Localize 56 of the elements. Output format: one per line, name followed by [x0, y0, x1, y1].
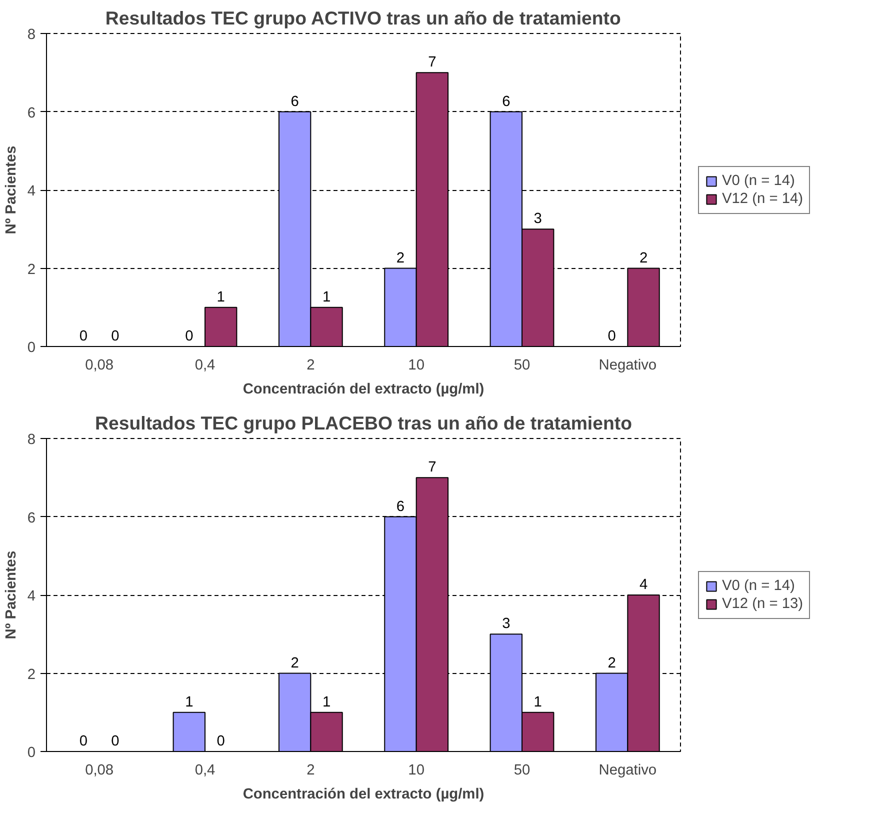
data-label: 0	[608, 328, 616, 344]
x-tick-label: 2	[306, 762, 315, 778]
y-tick-label: 6	[27, 105, 36, 122]
y-axis-title: Nº Pacientes	[3, 146, 20, 234]
x-tick-label: 2	[306, 358, 315, 374]
data-label: 1	[322, 694, 331, 710]
y-tick-label: 2	[27, 262, 36, 278]
legend-label: V12 (n = 13)	[722, 596, 804, 612]
x-tick-label: 0,4	[194, 762, 216, 778]
data-label: 0	[185, 328, 194, 344]
data-label: 7	[428, 460, 436, 476]
y-tick-label: 6	[27, 510, 36, 526]
y-axis-title: Nº Pacientes	[3, 550, 20, 640]
legend-label: V0 (n = 14)	[722, 578, 795, 594]
data-label: 3	[534, 211, 542, 228]
data-label: 1	[534, 694, 542, 710]
data-label: 1	[216, 289, 225, 306]
y-tick-label: 0	[27, 340, 36, 356]
data-label: 6	[502, 94, 510, 110]
y-tick-label: 4	[27, 184, 36, 200]
x-tick-label: 0,08	[85, 762, 114, 778]
x-tick-label: 10	[408, 358, 424, 374]
data-label: 0	[111, 328, 120, 344]
chart-title: Resultados TEC grupo PLACEBO tras un año de tratamiento	[95, 412, 632, 434]
data-label: 4	[639, 577, 648, 593]
x-tick-label: 10	[408, 762, 424, 778]
x-tick-label: 0,4	[194, 358, 216, 374]
y-tick-label: 8	[27, 432, 36, 448]
data-label: 0	[79, 734, 88, 750]
x-tick-label: 50	[514, 358, 530, 374]
x-axis-title: Concentración del extracto (µg/ml)	[242, 786, 484, 802]
data-label: 2	[396, 250, 405, 266]
data-label: 0	[216, 734, 225, 750]
data-label: 2	[639, 250, 648, 266]
data-label: 1	[322, 289, 331, 306]
data-label: 0	[79, 328, 88, 344]
x-tick-label: Negativo	[598, 762, 657, 778]
data-label: 1	[185, 694, 194, 710]
data-label: 0	[111, 734, 120, 750]
data-label: 6	[290, 94, 299, 110]
x-tick-label: 0,08	[85, 358, 114, 374]
data-label: 6	[396, 498, 405, 515]
data-label: 2	[608, 655, 616, 672]
y-tick-label: 8	[27, 27, 36, 43]
x-tick-label: 50	[514, 762, 530, 778]
y-tick-label: 0	[27, 745, 36, 761]
legend-label: V0 (n = 14)	[722, 172, 795, 188]
y-tick-label: 4	[27, 588, 36, 604]
chart-title: Resultados TEC grupo ACTIVO tras un año de tratamiento	[105, 8, 621, 28]
data-label: 3	[502, 616, 510, 632]
y-tick-label: 2	[27, 666, 36, 683]
data-label: 2	[290, 655, 299, 672]
x-tick-label: Negativo	[598, 358, 657, 374]
data-label: 7	[428, 54, 436, 71]
x-axis-title: Concentración del extracto (µg/ml)	[242, 382, 484, 398]
legend-label: V12 (n = 14)	[722, 190, 804, 206]
